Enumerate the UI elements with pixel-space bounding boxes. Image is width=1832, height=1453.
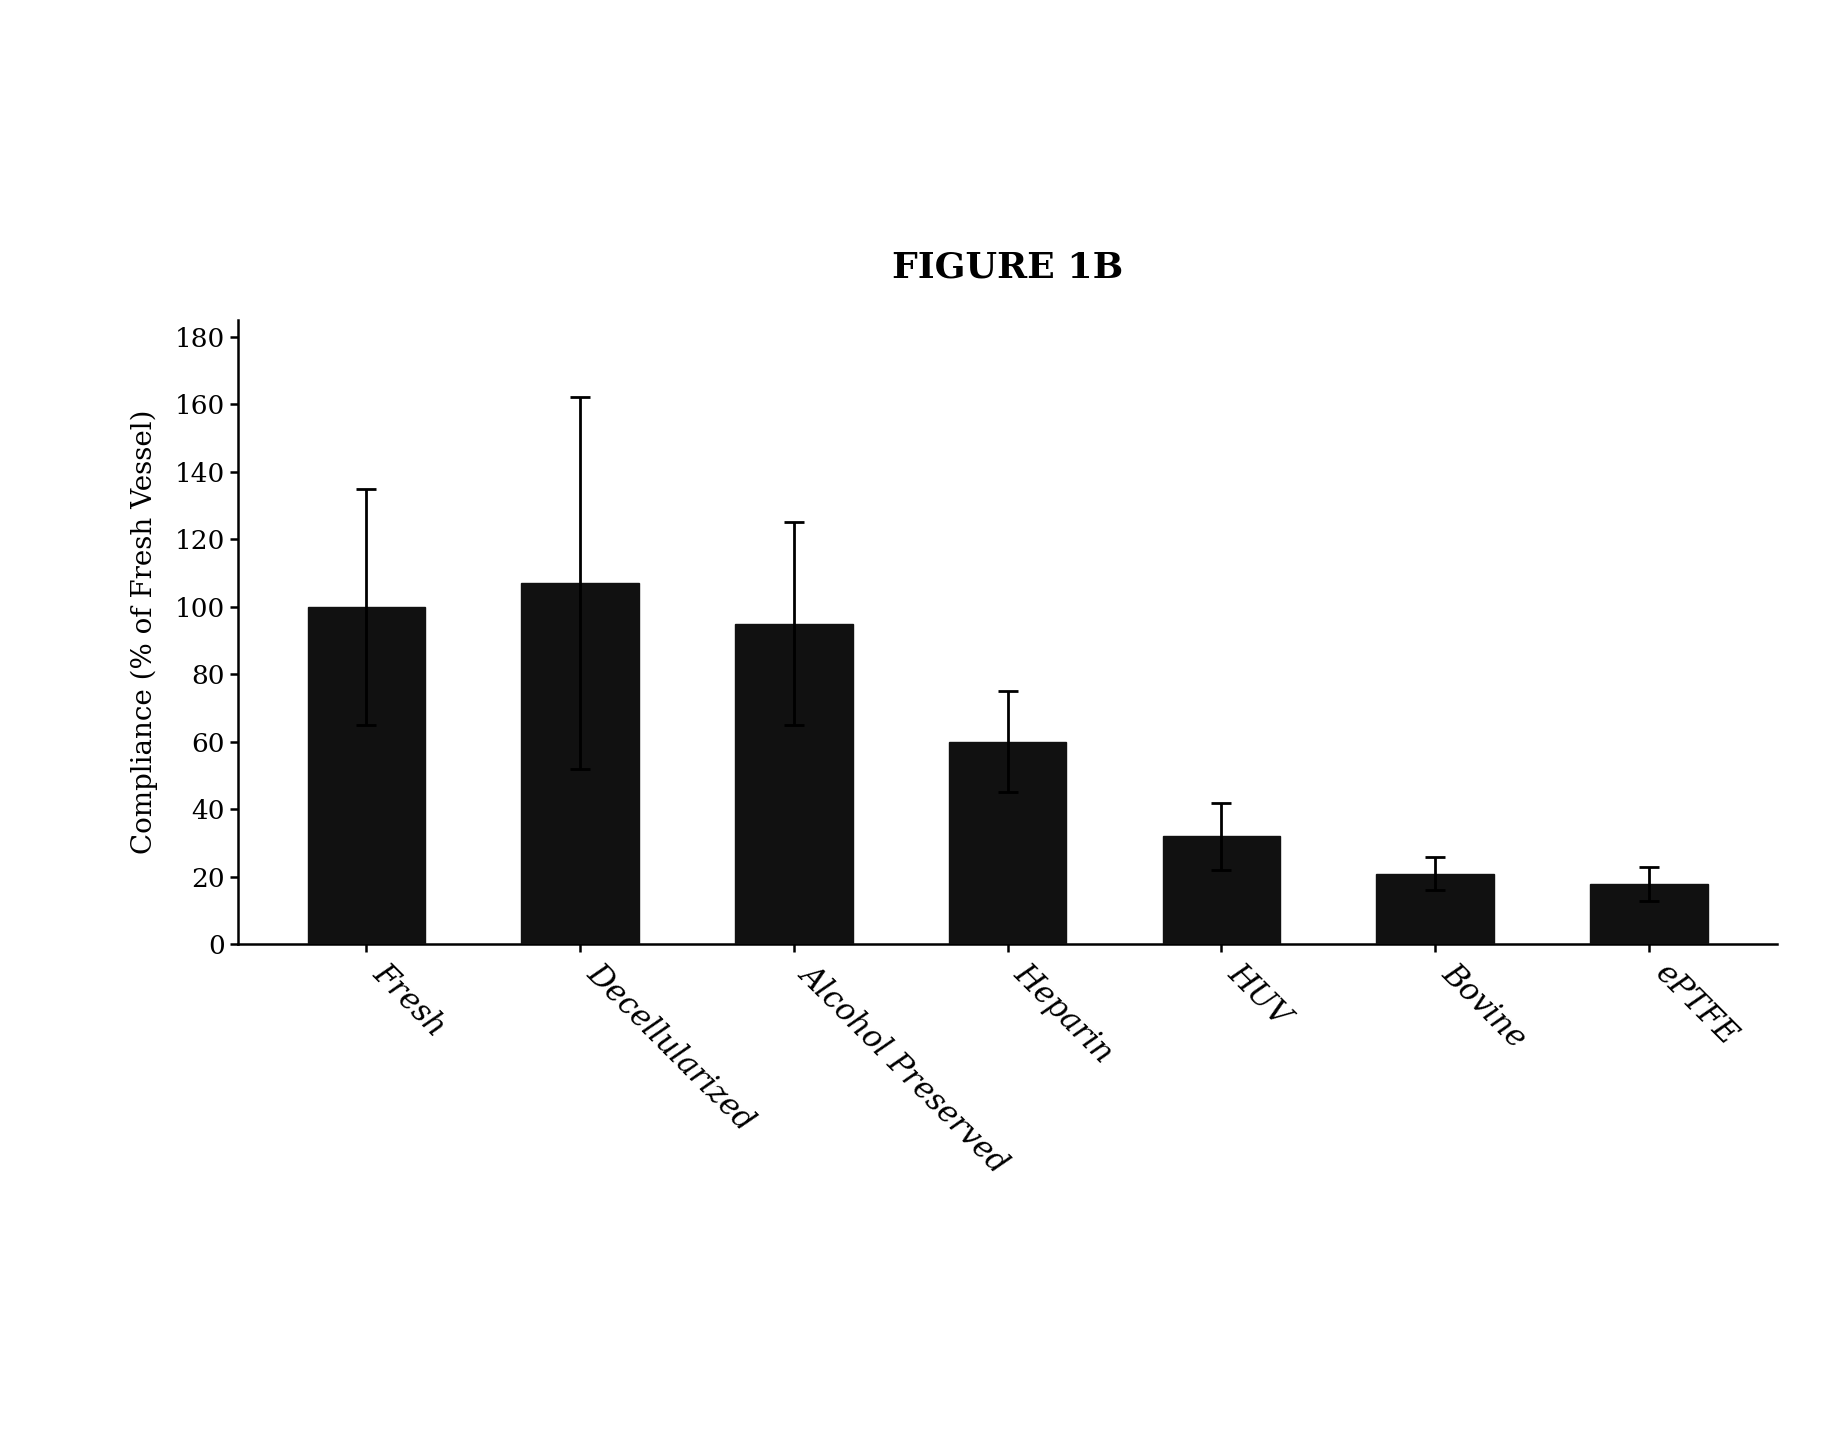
Bar: [735, 623, 852, 944]
Bar: [1163, 837, 1281, 944]
Bar: [1376, 873, 1493, 944]
Bar: [308, 607, 425, 944]
Y-axis label: Compliance (% of Fresh Vessel): Compliance (% of Fresh Vessel): [130, 410, 158, 854]
Bar: [949, 742, 1066, 944]
Bar: [1590, 883, 1707, 944]
Title: FIGURE 1B: FIGURE 1B: [892, 251, 1123, 285]
Bar: [522, 583, 639, 944]
